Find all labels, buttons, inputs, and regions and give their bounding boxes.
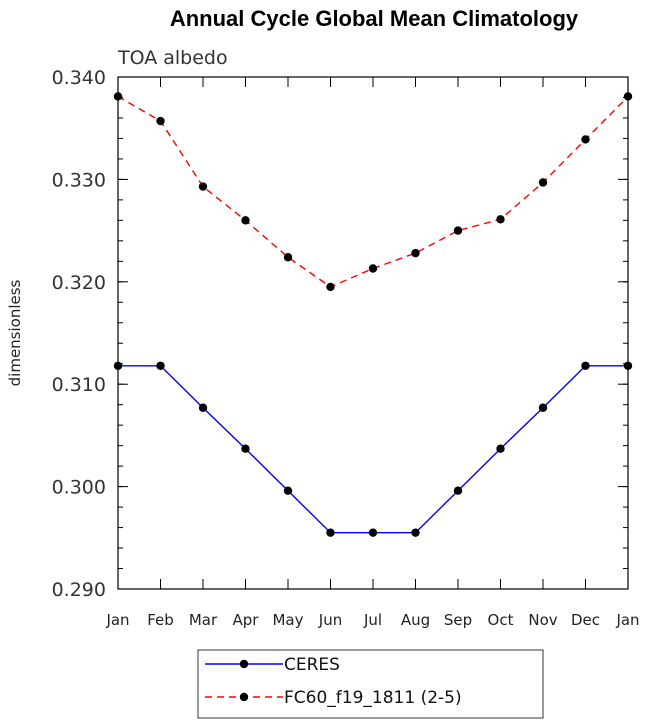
data-point [283,486,293,495]
y-tick-label: 0.330 [52,169,106,191]
x-tick-label: Jan [105,611,129,629]
x-tick-label: Oct [488,611,514,629]
data-point [411,528,420,537]
chart-title: Annual Cycle Global Mean Climatology [170,6,579,31]
x-tick-label: Dec [571,611,600,629]
y-tick-label: 0.300 [52,477,106,499]
series-layer [113,92,633,537]
data-point [538,178,548,187]
x-tick-label: Aug [401,611,430,629]
y-tick-label: 0.320 [52,272,106,294]
data-point [496,215,505,224]
legend: CERES FC60_f19_1811 (2-5) [197,649,544,719]
data-point [283,253,293,262]
data-point [368,528,378,537]
data-point [113,92,123,101]
data-point [538,403,548,412]
y-tick-label: 0.310 [52,374,106,396]
series-line-0 [118,365,628,534]
data-point [411,248,420,258]
y-tick-label: 0.340 [52,67,106,89]
data-point [368,264,378,273]
legend-box [197,649,544,719]
data-point [241,444,250,453]
data-point [623,92,633,101]
y-axis-label: dimensionless [6,279,24,386]
data-point [581,361,590,370]
data-point [198,403,208,412]
data-point [453,226,463,235]
x-tick-label: Apr [233,611,260,629]
data-point [241,216,250,225]
data-point [326,282,335,292]
data-point [496,444,505,453]
data-point [326,528,335,537]
legend-marker-model [239,692,249,702]
x-tick-label: Mar [189,611,218,629]
data-point [623,361,633,370]
legend-label-model: FC60_f19_1811 (2-5) [284,688,462,708]
series-line-1 [117,95,629,288]
x-tick-label: Nov [528,611,557,629]
data-point [198,182,208,191]
x-tick-label: Jun [318,611,342,629]
data-point [156,361,165,370]
x-tick-label: May [272,611,303,629]
data-point [113,361,123,370]
x-tick-label: Feb [147,611,174,629]
axis-ticks: Jan Feb Mar Apr May Jun Jul Aug Sep Oct Nov Dec Jan 0… [52,67,640,629]
legend-label-ceres: CERES [284,655,340,675]
data-point [581,135,590,144]
data-point [453,486,463,495]
plot-frame [117,76,629,590]
legend-marker-ceres [239,659,249,669]
x-tick-label: Jan [615,611,639,629]
y-tick-label: 0.290 [52,579,106,601]
chart-subtitle: TOA albedo [117,47,228,69]
data-point [156,116,165,126]
x-tick-label: Sep [444,611,472,629]
x-tick-label: Jul [363,611,382,629]
